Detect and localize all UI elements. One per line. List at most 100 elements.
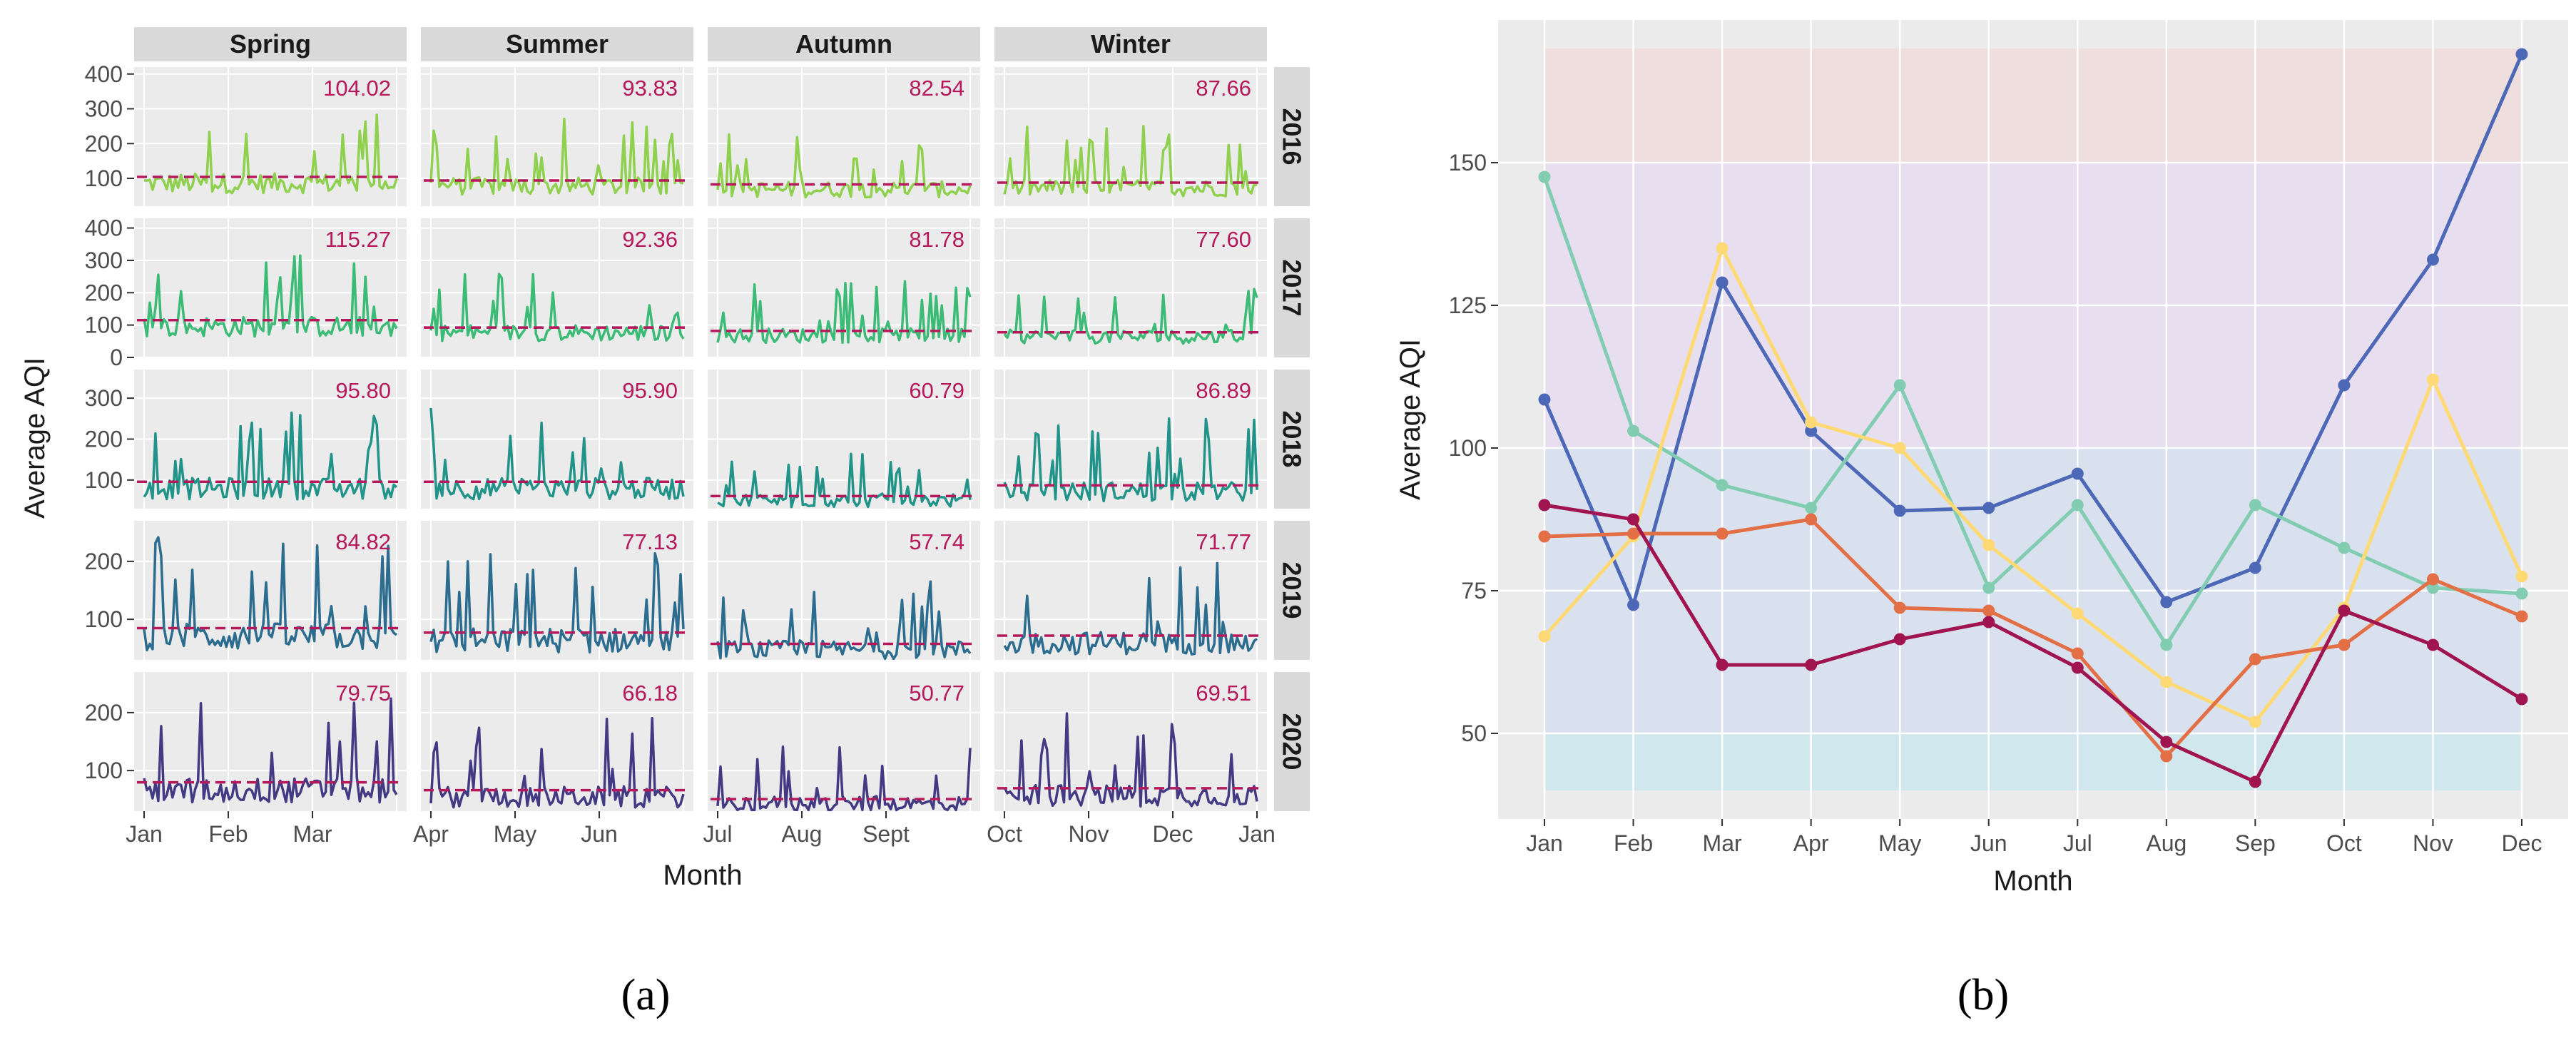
x-tick-label: Jun xyxy=(581,821,618,847)
faceted-daily-aqi-chart: Spring Summer Autumn Winter 2016 2017 2018 2019… xyxy=(19,27,1310,891)
strip-label-2017: 2017 xyxy=(1278,259,1307,316)
series-4 xyxy=(1538,513,2528,763)
aqi-band xyxy=(1544,49,2522,163)
data-point xyxy=(1538,499,1551,512)
data-point xyxy=(2426,573,2439,586)
x-tick-label: Feb xyxy=(208,821,248,847)
daily-aqi-line xyxy=(429,407,685,501)
data-point xyxy=(2249,499,2261,512)
y-axis-title: Average AQI xyxy=(1395,339,1426,500)
x-tick-label: Nov xyxy=(2413,830,2453,856)
facet-autumn-2016: 82.54 xyxy=(708,67,980,206)
data-point xyxy=(2160,638,2173,651)
series-line xyxy=(1543,246,2524,724)
data-point xyxy=(2515,570,2528,583)
daily-aqi-line xyxy=(143,113,398,195)
mean-label: 93.83 xyxy=(622,76,678,101)
data-point xyxy=(2160,596,2173,609)
y-tick-label: 75 xyxy=(1461,578,1487,604)
x-tick-label: May xyxy=(1878,830,1921,856)
y-tick-label: 100 xyxy=(85,166,123,191)
data-point xyxy=(2249,561,2261,574)
mean-label: 60.79 xyxy=(909,378,964,403)
data-point xyxy=(2338,604,2351,617)
y-tick-label: 100 xyxy=(85,758,123,783)
y-tick-label: 400 xyxy=(85,61,123,87)
daily-aqi-line xyxy=(143,254,398,338)
y-tick-label: 200 xyxy=(85,131,123,156)
caption-a: (a) xyxy=(621,971,671,1019)
data-point xyxy=(2338,638,2351,651)
x-tick-label: Mar xyxy=(292,821,332,847)
data-point xyxy=(1893,601,1906,614)
mean-label: 82.54 xyxy=(909,76,964,101)
caption-b: (b) xyxy=(1958,971,2009,1019)
facet-autumn-2018: 60.79 xyxy=(708,370,980,509)
y-tick-label: 400 xyxy=(85,215,123,241)
data-point xyxy=(1982,502,1995,514)
data-point xyxy=(1538,530,1551,543)
data-point xyxy=(2426,373,2439,386)
series-line xyxy=(1544,517,2522,758)
data-point xyxy=(2515,610,2528,623)
mean-label: 77.60 xyxy=(1196,227,1251,252)
x-tick-label: Nov xyxy=(1069,821,1109,847)
mean-label: 87.66 xyxy=(1196,76,1251,101)
daily-aqi-line xyxy=(716,280,972,345)
daily-aqi-line xyxy=(1003,417,1258,503)
x-tick-label: Aug xyxy=(2146,830,2186,856)
mean-label: 95.90 xyxy=(622,378,678,403)
facet-summer-2020: 66.18 xyxy=(421,672,693,811)
strip-2018 xyxy=(1274,370,1310,509)
data-point xyxy=(1805,513,1818,526)
data-point xyxy=(1716,242,1729,255)
data-point xyxy=(2071,499,2084,512)
data-point xyxy=(2071,607,2084,620)
facet-summer-2018: 95.90 xyxy=(421,370,693,509)
series-line xyxy=(1544,503,2523,784)
x-tick-label: Dec xyxy=(2502,830,2542,856)
y-tick-label: 200 xyxy=(85,549,123,574)
y-tick-label: 100 xyxy=(85,467,123,493)
series-5 xyxy=(1538,499,2528,788)
data-point xyxy=(1716,658,1729,671)
strip-2019 xyxy=(1274,521,1310,660)
mean-label: 77.13 xyxy=(622,529,678,554)
data-point xyxy=(1627,424,1640,437)
data-point xyxy=(1716,276,1729,289)
strip-2020 xyxy=(1274,672,1310,811)
x-tick-label: Oct xyxy=(2326,830,2362,856)
data-point xyxy=(1805,424,1818,437)
y-tick-label: 300 xyxy=(85,385,123,411)
mean-label: 69.51 xyxy=(1196,681,1251,706)
monthly-average-aqi-chart: 50 75 100 125 150 Jan Feb Mar Apr May Jun Jul Aug Sep… xyxy=(1395,20,2568,897)
y-tick-label: 125 xyxy=(1449,292,1487,318)
x-tick-label: Dec xyxy=(1153,821,1193,847)
daily-aqi-line xyxy=(1003,712,1258,808)
data-point xyxy=(2160,736,2173,748)
strip-label-summer: Summer xyxy=(506,29,609,58)
data-point xyxy=(1805,502,1818,514)
x-tick-label: Aug xyxy=(782,821,823,847)
daily-aqi-line xyxy=(1003,561,1258,656)
facet-summer-2017: 92.36 xyxy=(421,218,693,358)
facet-background xyxy=(421,672,693,811)
x-tick-label: Jun xyxy=(1970,830,2007,856)
mean-label: 81.78 xyxy=(909,227,964,252)
data-point xyxy=(1893,633,1906,646)
daily-aqi-line xyxy=(1003,125,1258,198)
y-tick-label: 100 xyxy=(85,312,123,338)
x-tick-label: Apr xyxy=(413,821,449,847)
mean-label: 84.82 xyxy=(335,529,391,554)
series-line xyxy=(1542,54,2524,607)
x-tick-label: Jul xyxy=(703,821,733,847)
data-point xyxy=(1538,393,1551,406)
mean-label: 66.18 xyxy=(622,681,678,706)
strip-label-2020: 2020 xyxy=(1278,713,1307,770)
facet-winter-2018: 86.89 xyxy=(994,370,1267,509)
y-tick-label: 150 xyxy=(1449,150,1487,175)
x-tick-label: Jan xyxy=(1526,830,1563,856)
daily-aqi-line xyxy=(429,551,685,654)
facet-winter-2017: 77.60 xyxy=(994,218,1267,358)
